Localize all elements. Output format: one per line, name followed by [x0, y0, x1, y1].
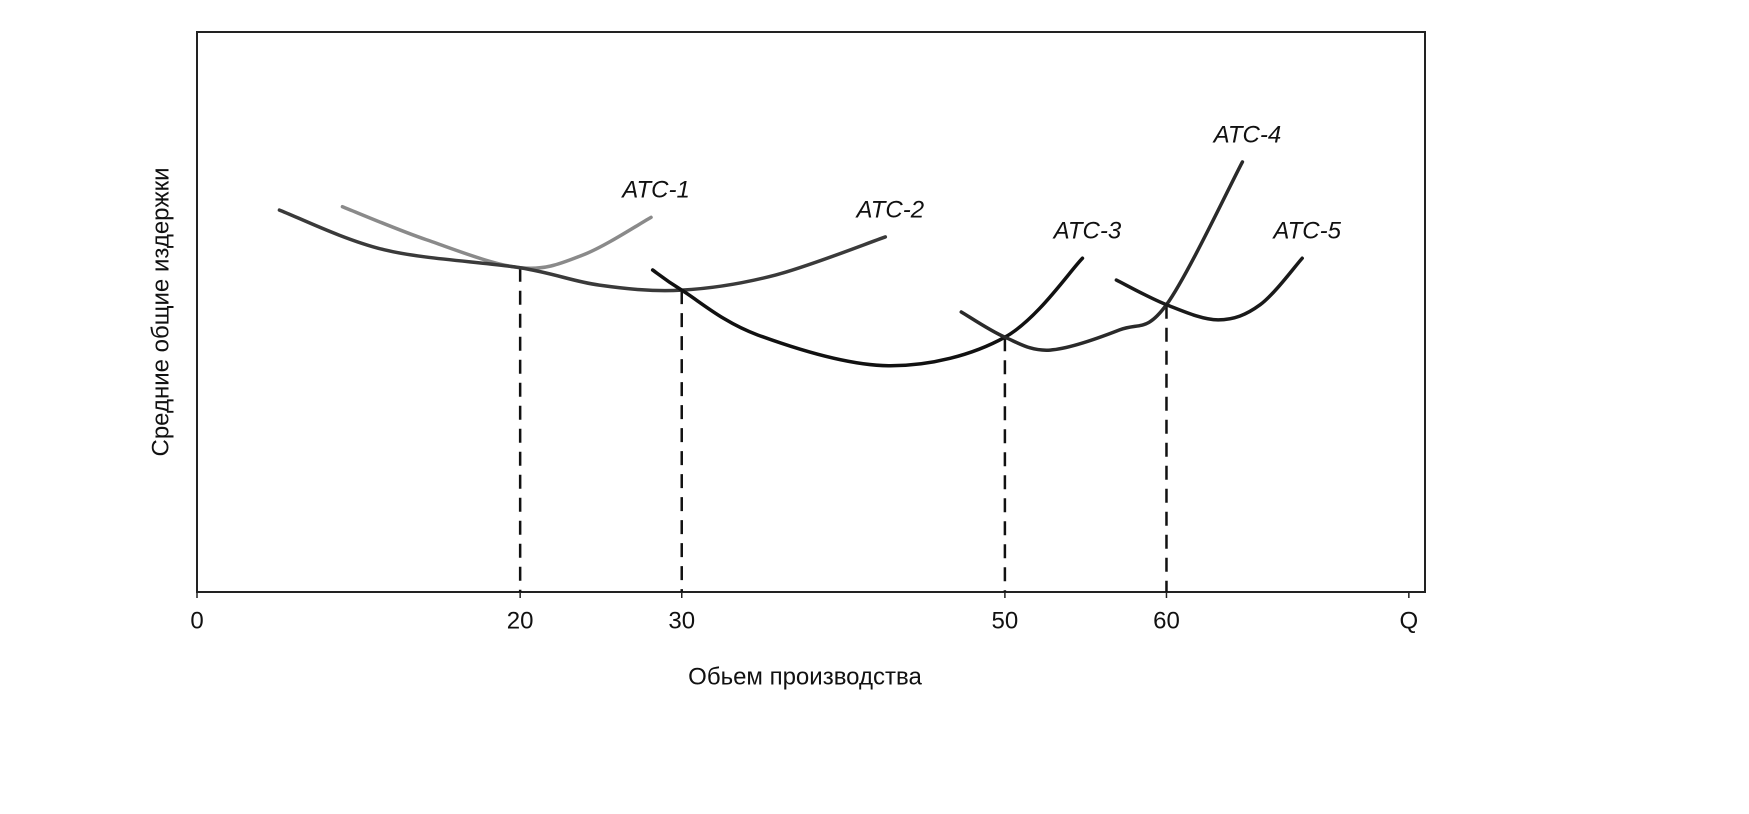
curve-label: ATC-3: [1052, 218, 1122, 245]
cost-curve: [959, 160, 1245, 352]
cost-curve: [1114, 256, 1304, 322]
x-tick-label: 30: [668, 607, 695, 634]
curve-label: ATC-5: [1271, 218, 1341, 245]
x-tick-label: 60: [1153, 607, 1180, 634]
cost-curve: [340, 204, 653, 271]
curve-label: ATC-1: [620, 177, 690, 204]
x-tick-label: 20: [507, 607, 534, 634]
x-tick-label: 50: [992, 607, 1019, 634]
y-axis-title: Средние общие издержки: [147, 168, 174, 457]
x-tick-label: 0: [190, 607, 203, 634]
curve-label: ATC-4: [1212, 121, 1282, 148]
x-axis-title: Обьем производства: [688, 663, 922, 690]
x-tick-label: Q: [1400, 607, 1419, 634]
cost-curve: [650, 256, 1085, 368]
curve-label: ATC-2: [855, 196, 925, 223]
plot-frame: [196, 31, 1426, 593]
cost-curve: [277, 208, 888, 293]
